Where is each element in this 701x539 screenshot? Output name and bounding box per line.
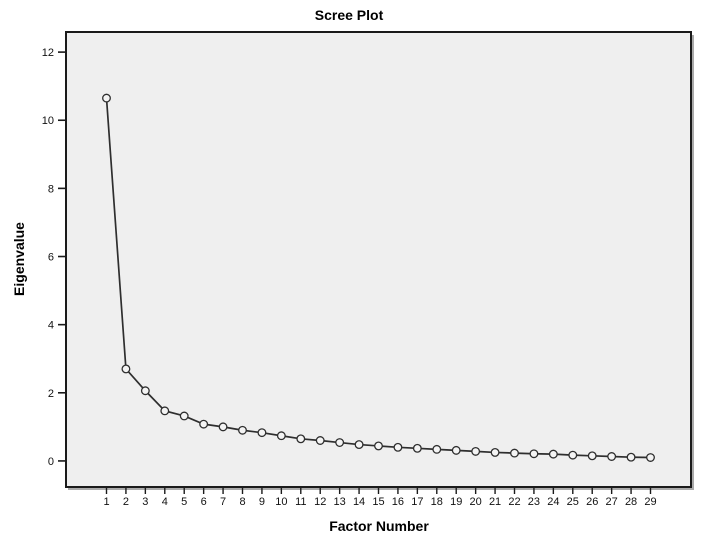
data-point-marker (432, 444, 442, 454)
data-point-marker (451, 445, 461, 455)
x-tick-label: 15 (372, 496, 384, 508)
x-tick-label: 23 (528, 496, 540, 508)
y-tick-label: 12 (42, 47, 54, 59)
x-tick-label: 22 (508, 496, 520, 508)
x-tick-label: 20 (470, 496, 482, 508)
data-point-marker (335, 438, 345, 447)
x-tick-label: 19 (450, 496, 462, 508)
x-tick-label: 24 (547, 496, 559, 508)
data-point-marker (374, 441, 383, 451)
y-tick-label: 6 (48, 252, 54, 264)
data-point-marker (315, 436, 325, 445)
data-point-marker (490, 447, 500, 457)
x-tick-label: 16 (392, 496, 404, 508)
data-point-marker (276, 431, 286, 441)
x-tick-label: 5 (181, 496, 187, 508)
y-tick-label: 2 (48, 388, 54, 400)
data-point-marker (257, 428, 267, 438)
x-tick-label: 14 (353, 496, 365, 508)
x-tick-label: 11 (295, 496, 306, 508)
data-point-marker (529, 449, 539, 459)
data-point-marker (179, 411, 189, 421)
x-axis-ticks: 1 2 3 4 5 6 7 8 9 10 11 12 13 14 15 16 17 18 19 20 21 22 23 24 2… (103, 487, 657, 508)
chart-title: Scree Plot (315, 7, 384, 23)
data-point-marker (626, 452, 636, 462)
x-tick-label: 3 (142, 496, 148, 508)
x-tick-label: 26 (586, 496, 598, 508)
data-point-marker (121, 364, 131, 374)
x-tick-label: 13 (334, 496, 346, 508)
data-point-marker (471, 446, 481, 456)
y-tick-label: 0 (48, 456, 54, 468)
data-point-marker (296, 434, 306, 444)
x-tick-label: 21 (489, 496, 501, 508)
x-tick-label: 25 (567, 496, 579, 508)
x-tick-label: 12 (314, 496, 326, 508)
plot-area (65, 31, 692, 488)
data-series (102, 93, 655, 462)
data-point-marker (568, 450, 578, 460)
y-tick-label: 4 (48, 320, 54, 332)
data-point-marker (607, 452, 617, 461)
x-tick-label: 29 (644, 496, 656, 508)
x-tick-label: 9 (259, 496, 265, 508)
data-point-marker (354, 440, 364, 450)
data-point-marker (160, 406, 170, 416)
x-tick-label: 8 (239, 496, 245, 508)
data-point-marker (140, 386, 150, 396)
data-point-marker (548, 449, 558, 459)
data-point-marker (393, 442, 403, 452)
x-tick-label: 1 (103, 496, 109, 508)
x-tick-label: 17 (411, 496, 423, 508)
x-tick-label: 7 (220, 496, 226, 508)
data-point-marker (199, 419, 209, 429)
data-point-marker (510, 448, 519, 458)
x-tick-label: 27 (606, 496, 618, 508)
data-point-marker (646, 453, 655, 462)
x-tick-label: 10 (275, 496, 287, 508)
x-tick-label: 4 (162, 496, 168, 508)
y-tick-label: 8 (48, 183, 54, 195)
data-point-marker (412, 443, 422, 453)
data-point-marker (102, 93, 111, 103)
x-tick-label: 28 (625, 496, 637, 508)
x-tick-label: 2 (123, 496, 129, 508)
y-axis-title: Eigenvalue (11, 222, 27, 296)
x-tick-label: 18 (431, 496, 443, 508)
y-axis-ticks: 0 2 4 6 8 10 12 (42, 47, 66, 468)
data-point-marker (587, 451, 597, 461)
y-tick-label: 10 (42, 115, 54, 127)
x-tick-label: 6 (201, 496, 207, 508)
data-point-marker (238, 425, 247, 435)
x-axis-title: Factor Number (329, 518, 429, 534)
data-point-marker (218, 422, 228, 432)
